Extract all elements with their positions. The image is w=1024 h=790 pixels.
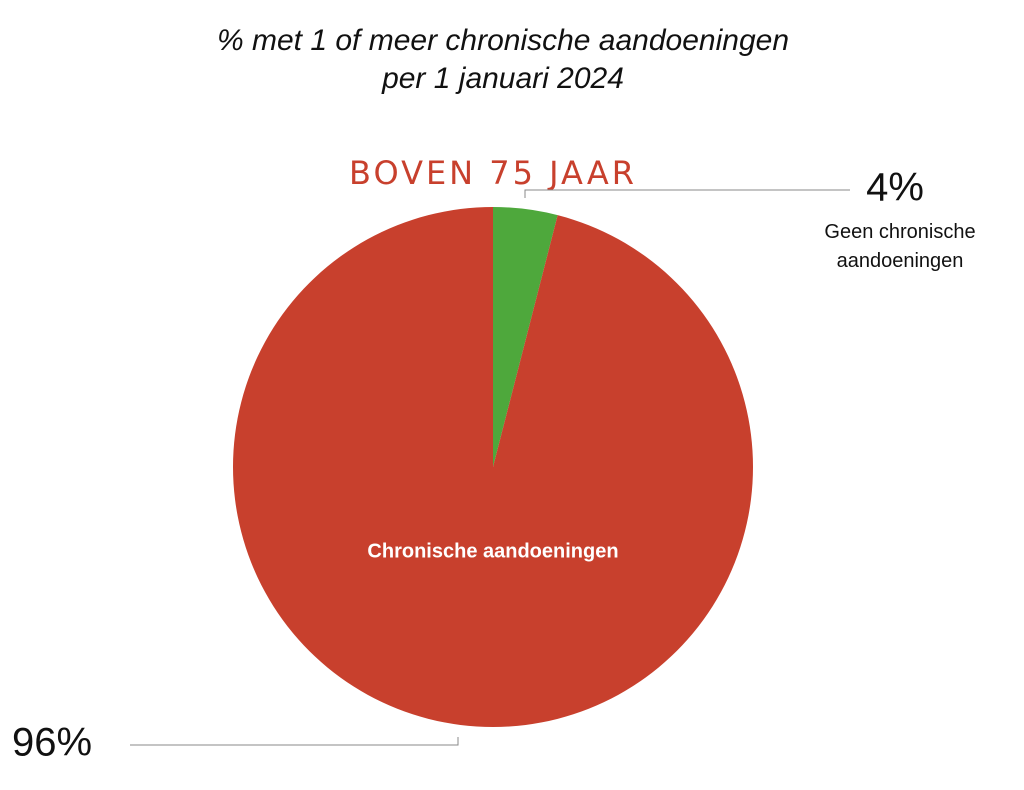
leader-line <box>524 189 850 198</box>
pie-slice <box>233 207 753 727</box>
chart-title: % met 1 of meer chronische aandoeningen <box>217 24 789 57</box>
chart-subtitle: BOVEN 75 JAAR <box>349 154 637 192</box>
value-label: 4% <box>866 166 924 210</box>
leader-line <box>130 737 459 746</box>
value-label: 96% <box>12 721 92 765</box>
chart-title: per 1 januari 2024 <box>381 62 624 95</box>
pie <box>233 207 753 727</box>
category-label: Geen chronische aandoeningen <box>824 221 976 272</box>
category-label: Chronische aandoeningen <box>367 540 618 562</box>
pie-slice <box>493 207 558 467</box>
